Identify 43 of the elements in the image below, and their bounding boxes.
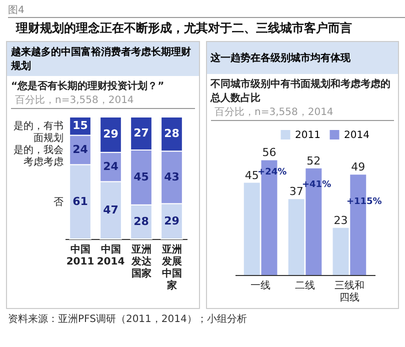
x-tick-label: 中国2011: [66, 244, 94, 268]
series-label: 是的，有书面规划: [14, 120, 64, 144]
data-label: 28: [164, 127, 180, 140]
data-label: 61: [72, 194, 88, 208]
data-label: 45: [244, 168, 258, 182]
legend-label: 2014: [344, 130, 369, 141]
legend-label: 2011: [294, 130, 320, 141]
series-label: 否: [54, 196, 64, 208]
data-label: 45: [134, 170, 149, 184]
text: 资料来源：亚洲PFS调研（2011，2014）；小组分析: [7, 312, 248, 327]
chart-title: 越来越多的中国富裕消费者考虑长期理财规划: [7, 42, 198, 76]
text: 百分比，n=3,558，2014: [210, 105, 394, 121]
data-label: 47: [103, 203, 118, 216]
text: 理财规划的理念正在不断形成，尤其对于二、三线城市客户而言: [8, 17, 405, 41]
data-label: 15: [72, 119, 88, 132]
data-label: 37: [288, 185, 303, 198]
data-label: 27: [134, 126, 149, 140]
data-label: 24: [103, 160, 119, 174]
data-label: 49: [350, 160, 365, 174]
data-label: 24: [72, 142, 88, 156]
data-label: 23: [333, 214, 348, 227]
caption: 图4: [7, 4, 26, 17]
data-label: 43: [164, 170, 180, 184]
bar: [332, 228, 348, 275]
chart-subtitle: 不同城市级别中有书面规划和考虑考虑的总人数占比: [209, 77, 392, 105]
data-label: 28: [134, 214, 149, 228]
data-label: 56: [262, 146, 276, 160]
data-label: 29: [164, 214, 180, 228]
x-tick-label: 三线和四线: [334, 280, 364, 304]
x-tick-label: 亚洲发展中国家: [160, 244, 182, 292]
x-tick-label: 二线: [294, 280, 314, 292]
bar: [243, 182, 260, 275]
series-label: 是的，我会考虑考虑: [14, 144, 64, 168]
chart-title: 这一趋势在各级别城市均有体现: [206, 42, 398, 74]
data-label: 29: [103, 128, 118, 141]
x-tick-label: 一线: [250, 280, 270, 292]
data-label: 52: [306, 154, 320, 168]
annotation: +115%: [346, 197, 382, 208]
bar: [288, 199, 304, 275]
x-tick-label: 中国2014: [96, 244, 125, 268]
text: 百分比，n=3,558，2014: [11, 93, 194, 109]
x-tick-label: 亚洲发达国家: [130, 244, 152, 280]
chart-subtitle: “您是否有长期的理财投资计划？”: [10, 80, 166, 93]
